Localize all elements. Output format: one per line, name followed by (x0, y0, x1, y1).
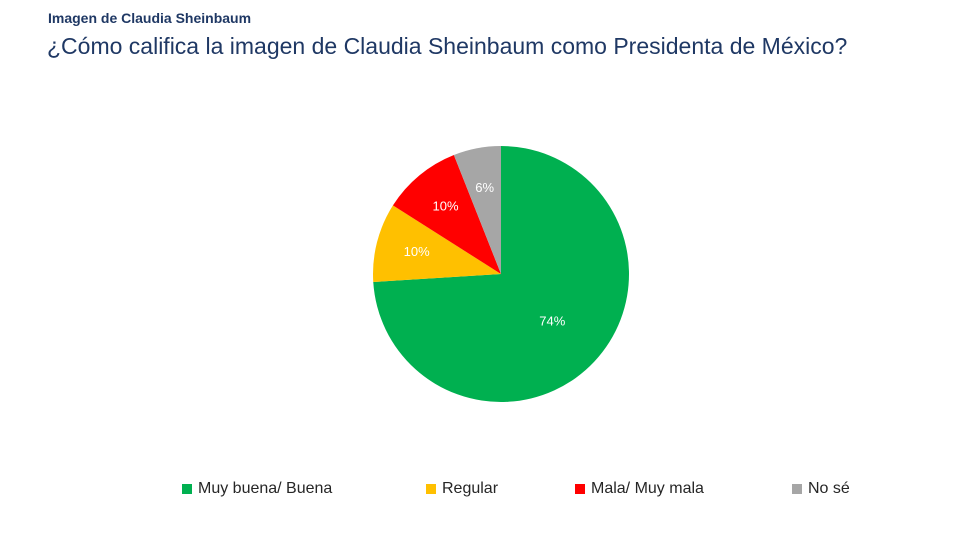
legend-label-muy-buena: Muy buena/ Buena (198, 480, 333, 497)
legend-label-regular: Regular (442, 480, 499, 497)
legend-item-mala: Mala/ Muy mala (575, 480, 704, 498)
data-label-regular: 10% (404, 244, 430, 259)
chart-kicker-title: Imagen de Claudia Sheinbaum (48, 10, 252, 26)
chart-legend: Muy buena/ Buena Regular Mala/ Muy mala … (0, 480, 973, 500)
data-label-muy-buena: 74% (539, 314, 565, 329)
data-label-mala: 10% (433, 198, 459, 213)
legend-swatch-mala (575, 484, 585, 494)
data-label-no-se: 6% (475, 180, 494, 195)
legend-item-regular: Regular (426, 480, 498, 498)
legend-swatch-regular (426, 484, 436, 494)
legend-label-no-se: No sé (808, 480, 850, 497)
pie-slice-regular (372, 205, 501, 283)
legend-item-no-se: No sé (792, 480, 850, 498)
legend-item-muy-buena: Muy buena/ Buena (182, 480, 332, 498)
legend-swatch-muy-buena (182, 484, 192, 494)
pie-slice-mala (392, 154, 501, 274)
pie-slice-no-se (453, 146, 501, 274)
legend-swatch-no-se (792, 484, 802, 494)
legend-label-mala: Mala/ Muy mala (591, 480, 704, 497)
pie-slice-muy-buena (373, 146, 629, 403)
chart-question-title: ¿Cómo califica la imagen de Claudia Shei… (47, 33, 848, 59)
